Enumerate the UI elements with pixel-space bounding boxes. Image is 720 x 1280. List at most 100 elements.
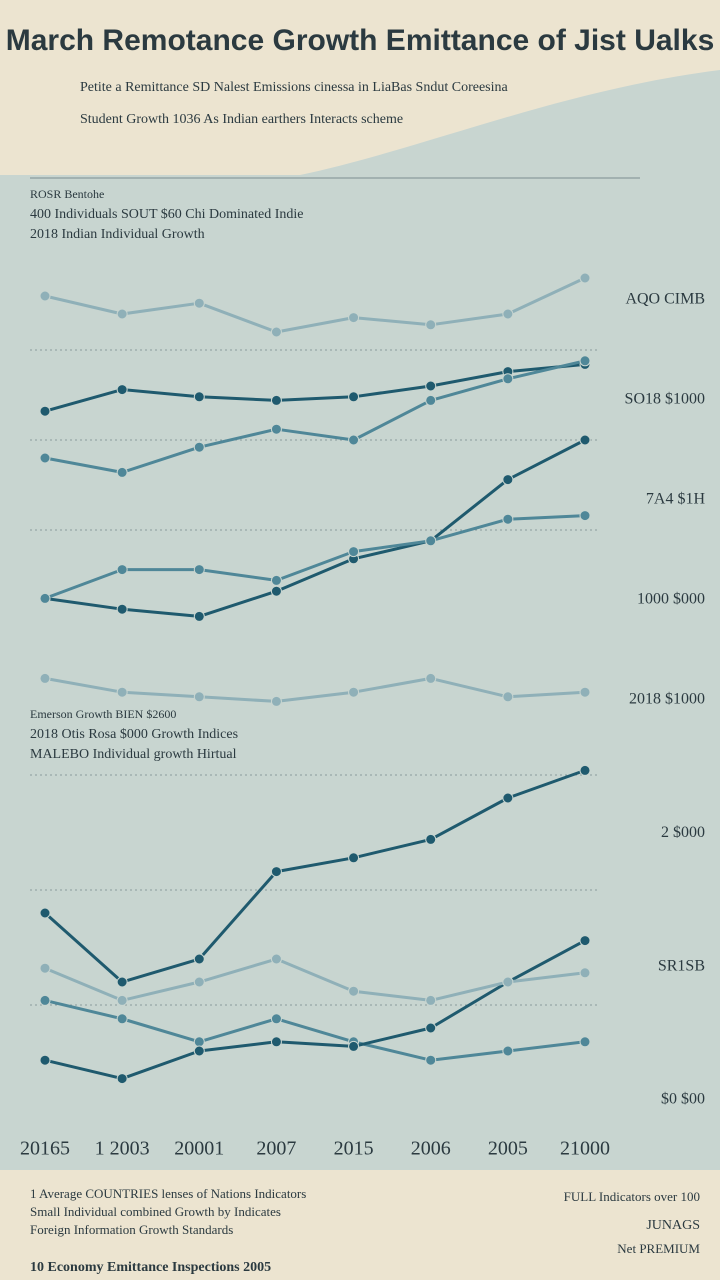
side-label: 2 $000 bbox=[661, 824, 705, 841]
data-point bbox=[425, 1054, 437, 1066]
data-point bbox=[425, 833, 437, 845]
panel-note: 2018 Indian Individual Growth bbox=[30, 227, 205, 242]
data-point bbox=[193, 976, 205, 988]
data-point bbox=[425, 535, 437, 547]
series-line bbox=[44, 957, 586, 1002]
data-point bbox=[116, 308, 128, 320]
side-label: 7A4 $1H bbox=[646, 491, 706, 508]
data-point bbox=[579, 272, 591, 284]
panel-note: ROSR Bentohe bbox=[30, 187, 104, 201]
data-point bbox=[39, 672, 51, 684]
footer-text: JUNAGS bbox=[646, 1218, 700, 1233]
data-point bbox=[425, 994, 437, 1006]
data-point bbox=[348, 434, 360, 446]
data-point bbox=[425, 1022, 437, 1034]
data-point bbox=[579, 967, 591, 979]
data-point bbox=[502, 976, 514, 988]
data-point bbox=[425, 394, 437, 406]
data-point bbox=[579, 686, 591, 698]
subtitle: Student Growth 1036 As Indian earthers I… bbox=[80, 112, 403, 127]
data-point bbox=[193, 297, 205, 309]
x-tick-label: 2005 bbox=[488, 1138, 528, 1160]
data-point bbox=[425, 319, 437, 331]
data-point bbox=[502, 308, 514, 320]
data-point bbox=[270, 1013, 282, 1025]
data-point bbox=[39, 1054, 51, 1066]
series-line bbox=[44, 514, 586, 600]
data-point bbox=[116, 994, 128, 1006]
footer-text: Net PREMIUM bbox=[617, 1241, 700, 1256]
data-point bbox=[270, 326, 282, 338]
x-tick-label: 20001 bbox=[174, 1138, 224, 1160]
data-point bbox=[270, 1036, 282, 1048]
series-line bbox=[44, 676, 586, 703]
data-point bbox=[270, 423, 282, 435]
subtitle: Petite a Remittance SD Nalest Emissions … bbox=[80, 80, 508, 95]
data-point bbox=[39, 962, 51, 974]
series-line bbox=[43, 768, 586, 984]
data-point bbox=[579, 510, 591, 522]
data-point bbox=[502, 1045, 514, 1057]
data-point bbox=[39, 994, 51, 1006]
series-line bbox=[44, 362, 586, 413]
header-band bbox=[0, 0, 720, 175]
data-point bbox=[270, 394, 282, 406]
data-point bbox=[116, 384, 128, 396]
data-point bbox=[348, 686, 360, 698]
data-point bbox=[348, 312, 360, 324]
data-point bbox=[425, 672, 437, 684]
panel-note: 400 Individuals SOUT $60 Chi Dominated I… bbox=[30, 207, 304, 222]
side-label: SO18 $1000 bbox=[625, 391, 705, 408]
data-point bbox=[270, 574, 282, 586]
footer-text: Small Individual combined Growth by Indi… bbox=[30, 1204, 281, 1219]
footer-text: Foreign Information Growth Standards bbox=[30, 1222, 233, 1237]
x-tick-label: 2007 bbox=[256, 1138, 296, 1160]
footer-text: FULL Indicators over 100 bbox=[564, 1189, 700, 1204]
data-point bbox=[193, 610, 205, 622]
data-point bbox=[193, 441, 205, 453]
side-label: $0 $00 bbox=[661, 1091, 705, 1108]
x-tick-label: 2015 bbox=[334, 1138, 374, 1160]
data-point bbox=[348, 391, 360, 403]
data-point bbox=[270, 695, 282, 707]
data-point bbox=[502, 691, 514, 703]
data-point bbox=[39, 592, 51, 604]
side-label: 1000 $000 bbox=[637, 591, 705, 608]
series-line bbox=[44, 276, 586, 334]
data-point bbox=[193, 953, 205, 965]
series-line bbox=[44, 438, 586, 618]
footer-text: 10 Economy Emittance Inspections 2005 bbox=[30, 1260, 271, 1275]
side-label: 2018 $1000 bbox=[629, 691, 705, 708]
data-point bbox=[116, 564, 128, 576]
data-point bbox=[193, 1045, 205, 1057]
panel-note: 2018 Otis Rosa $000 Growth Indices bbox=[30, 727, 238, 742]
data-point bbox=[116, 686, 128, 698]
data-point bbox=[193, 391, 205, 403]
data-point bbox=[193, 691, 205, 703]
x-tick-label: 20165 bbox=[20, 1138, 70, 1160]
data-point bbox=[348, 852, 360, 864]
data-point bbox=[116, 1013, 128, 1025]
series-line bbox=[44, 359, 586, 474]
panel-note: MALEBO Individual growth Hirtual bbox=[30, 747, 237, 762]
data-point bbox=[579, 935, 591, 947]
data-point bbox=[579, 355, 591, 367]
data-point bbox=[579, 764, 591, 776]
series-line bbox=[44, 998, 586, 1062]
data-point bbox=[116, 1073, 128, 1085]
data-point bbox=[502, 792, 514, 804]
data-point bbox=[270, 585, 282, 597]
side-label: SR1SB bbox=[658, 957, 705, 974]
panel-note: Emerson Growth BIEN $2600 bbox=[30, 707, 176, 721]
series-line bbox=[44, 939, 586, 1081]
data-point bbox=[193, 1036, 205, 1048]
data-point bbox=[502, 474, 514, 486]
x-tick-label: 2006 bbox=[411, 1138, 451, 1160]
x-tick-label: 21000 bbox=[560, 1138, 610, 1160]
data-point bbox=[116, 976, 128, 988]
data-point bbox=[348, 546, 360, 558]
data-point bbox=[348, 985, 360, 997]
data-point bbox=[270, 866, 282, 878]
